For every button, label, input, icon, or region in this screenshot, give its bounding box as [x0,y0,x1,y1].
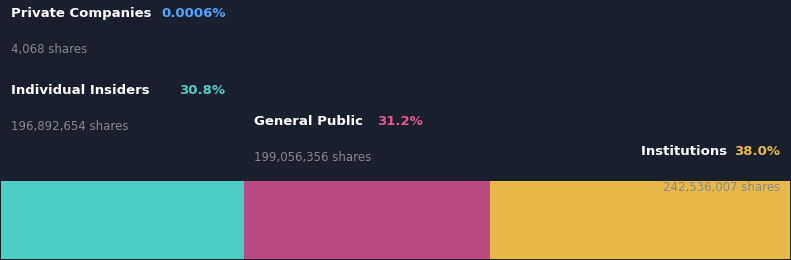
Bar [490,181,789,259]
Text: 4,068 shares: 4,068 shares [11,43,87,56]
Text: 242,536,007 shares: 242,536,007 shares [663,181,780,194]
Text: 30.8%: 30.8% [179,84,225,97]
Text: General Public: General Public [254,115,367,128]
Text: Institutions: Institutions [642,145,732,158]
Text: 38.0%: 38.0% [734,145,780,158]
Bar [2,181,244,259]
Text: 196,892,654 shares: 196,892,654 shares [11,120,128,133]
Text: 31.2%: 31.2% [377,115,423,128]
Text: 199,056,356 shares: 199,056,356 shares [254,151,371,164]
Text: 0.0006%: 0.0006% [161,6,225,20]
Text: Individual Insiders: Individual Insiders [11,84,154,97]
Bar [244,181,490,259]
Text: Private Companies: Private Companies [11,6,156,20]
